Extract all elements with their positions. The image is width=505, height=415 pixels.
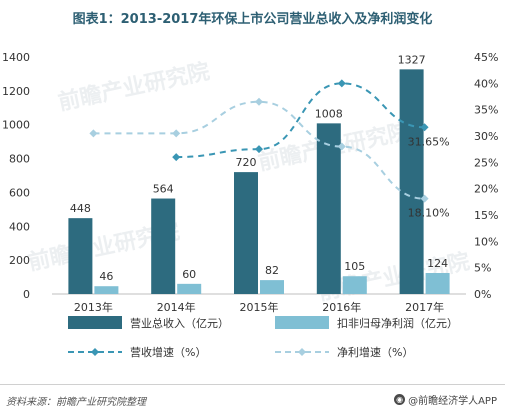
bar-data-label: 105 — [344, 260, 365, 273]
bar-revenue — [399, 69, 424, 295]
y-right-tick-label: 30% — [474, 130, 498, 143]
legend-label: 营收增速（%） — [130, 345, 206, 359]
x-tick-label: 2016年 — [322, 300, 361, 314]
brand-text: @前瞻经济学人APP — [408, 396, 497, 407]
bar-revenue — [316, 123, 341, 294]
growth-annotation: 18.10% — [408, 207, 450, 220]
bar-data-label: 564 — [153, 183, 174, 196]
y-right-tick-label: 35% — [474, 104, 498, 117]
legend-swatch — [68, 316, 122, 329]
line-point — [337, 142, 346, 151]
bar-net-profit — [260, 280, 284, 294]
line-point — [420, 194, 429, 203]
legend: 营业总收入（亿元） 扣非归母净利润（亿元） 营收增速（%） 净利增速（%） — [68, 316, 458, 359]
bars: 448 564 720 1008 1327 46 60 82 105 124 — [68, 53, 450, 295]
bar-net-profit — [94, 286, 119, 294]
y-right-tick-label: 15% — [474, 209, 498, 222]
footer: 资料来源：前瞻产业研究院整理 ◉ @前瞻经济学人APP — [0, 384, 505, 415]
line-point — [172, 129, 181, 138]
legend-label: 扣非归母净利润（亿元） — [337, 316, 458, 330]
y-right-tick-label: 10% — [474, 235, 498, 248]
bar-data-label: 124 — [427, 257, 448, 270]
y-right-tick-label: 0% — [474, 288, 491, 301]
bar-data-label: 60 — [182, 268, 196, 281]
bar-data-label: 448 — [70, 202, 91, 215]
y-left-tick-label: 1200 — [2, 85, 30, 98]
y-left-tick-label: 1000 — [2, 119, 30, 132]
line-point — [420, 123, 429, 132]
bar-net-profit — [342, 276, 367, 294]
brand-logo-icon: ◉ — [394, 394, 406, 405]
bar-data-label: 82 — [265, 264, 279, 277]
bar-data-label: 1327 — [398, 53, 426, 66]
chart: 前瞻产业研究院 前瞻产业研究院 前瞻产业研究院 前瞻产业研究院 02004006… — [2, 51, 498, 359]
y-left-tick-label: 600 — [9, 186, 30, 199]
y-left-tick-label: 800 — [9, 153, 30, 166]
x-tick-label: 2014年 — [157, 300, 196, 314]
x-tick-label: 2013年 — [74, 300, 113, 314]
x-tick-label: 2015年 — [240, 300, 279, 314]
bar-data-label: 1008 — [315, 107, 343, 120]
line-profit-growth — [93, 100, 425, 200]
bar-net-profit — [425, 273, 450, 294]
chart-title: 图表1：2013-2017年环保上市公司营业总收入及净利润变化 — [72, 12, 433, 27]
line-revenue-growth — [176, 82, 425, 159]
growth-annotation: 31.65% — [408, 135, 450, 148]
line-point — [89, 129, 98, 138]
legend-marker — [91, 348, 99, 356]
y-right-tick-label: 5% — [474, 262, 491, 275]
y-left-tick-label: 1400 — [2, 51, 30, 64]
bar-revenue — [234, 172, 258, 294]
source-text: 资料来源：前瞻产业研究院整理 — [6, 397, 146, 408]
y-right-tick-label: 25% — [474, 156, 498, 169]
y-left-tick-label: 0 — [23, 288, 30, 301]
bar-data-label: 720 — [236, 156, 257, 169]
bar-data-label: 46 — [99, 270, 113, 283]
y-left-tick-label: 200 — [9, 254, 30, 267]
brand: ◉ @前瞻经济学人APP — [394, 392, 497, 407]
y-right-tick-label: 20% — [474, 183, 498, 196]
bar-revenue — [68, 218, 93, 294]
y-right-tick-label: 40% — [474, 77, 498, 90]
x-tick-label: 2017年 — [405, 300, 444, 314]
svg-text:前瞻产业研究院: 前瞻产业研究院 — [56, 58, 212, 115]
bar-net-profit — [177, 283, 202, 294]
bar-revenue — [151, 198, 176, 294]
legend-swatch — [275, 316, 329, 329]
lines: 31.65% 18.10% — [89, 79, 450, 220]
legend-label: 净利增速（%） — [337, 345, 413, 359]
y-left-tick-label: 400 — [9, 220, 30, 233]
line-point — [337, 79, 346, 88]
line-point — [172, 153, 181, 162]
line-point — [255, 145, 263, 154]
legend-label: 营业总收入（亿元） — [130, 316, 229, 330]
legend-marker — [298, 348, 306, 356]
y-right-tick-label: 45% — [474, 51, 498, 64]
line-point — [255, 97, 263, 106]
axes: 0 200 400 600 800 1000 1200 1400 0% 5% 10% 15% 20% 25… — [2, 51, 498, 314]
